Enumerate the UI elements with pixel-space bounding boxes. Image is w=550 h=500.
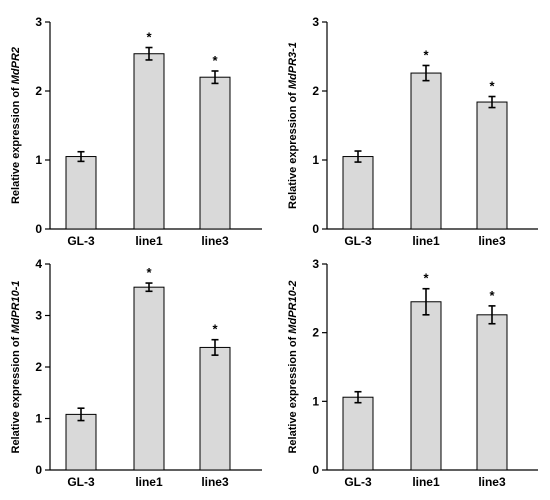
- y-tick-label: 0: [35, 222, 42, 236]
- significance-marker-line1: *: [423, 271, 429, 286]
- x-tick-label-line3: line3: [201, 475, 229, 489]
- y-tick-label: 2: [312, 326, 319, 340]
- y-axis-label: Relative expression of MdPR10-2: [287, 280, 299, 453]
- y-tick-label: 3: [312, 15, 319, 29]
- y-axis-label-prefix: Relative expression of: [10, 84, 22, 204]
- bar-line1: [410, 72, 442, 230]
- y-tick-label: 1: [35, 412, 42, 426]
- significance-marker-line3: *: [489, 79, 495, 94]
- chart-panel-3: 0 1 2 3 4 Relative expression of MdPR10-1 GL-3…: [10, 257, 262, 489]
- y-tick-label: 3: [35, 15, 42, 29]
- bar-line3: [476, 101, 508, 230]
- x-tick-label-line1: line1: [135, 234, 163, 248]
- bar-line1: [410, 301, 442, 471]
- y-tick-label: 0: [312, 222, 319, 236]
- bar-GL-3: [342, 396, 374, 471]
- y-tick-label: 3: [312, 257, 319, 271]
- y-axis-label-prefix: Relative expression of: [287, 334, 299, 454]
- chart-panel-1: 0 1 2 3 Relative expression of MdPR2 GL-3 * lin…: [10, 15, 262, 248]
- significance-marker-line1: *: [146, 265, 152, 280]
- y-axis-label-gene: MdPR2: [10, 47, 22, 84]
- x-tick-label-line3: line3: [201, 234, 229, 248]
- significance-marker-line1: *: [146, 30, 152, 45]
- y-axis-label: Relative expression of MdPR10-1: [10, 280, 22, 453]
- x-tick-label-GL-3: GL-3: [67, 475, 95, 489]
- x-tick-label-line1: line1: [412, 475, 440, 489]
- x-tick-label-GL-3: GL-3: [67, 234, 95, 248]
- y-axis-label-gene: MdPR10-2: [287, 280, 299, 333]
- bar-line3: [199, 76, 231, 230]
- bar-line3: [199, 346, 231, 471]
- x-tick-label-GL-3: GL-3: [344, 234, 372, 248]
- y-tick-label: 3: [35, 309, 42, 323]
- bar-line1: [133, 53, 165, 230]
- y-axis-label-prefix: Relative expression of: [10, 334, 22, 454]
- y-axis-label: Relative expression of MdPR2: [10, 47, 22, 204]
- y-tick-label: 0: [312, 463, 319, 477]
- x-tick-label-GL-3: GL-3: [344, 475, 372, 489]
- significance-marker-line3: *: [212, 322, 218, 337]
- x-tick-label-line1: line1: [135, 475, 163, 489]
- y-tick-label: 1: [312, 394, 319, 408]
- y-tick-label: 2: [35, 84, 42, 98]
- y-tick-label: 1: [35, 153, 42, 167]
- y-tick-label: 1: [312, 153, 319, 167]
- y-axis-label-gene: MdPR3-1: [287, 42, 299, 89]
- bar-line3: [476, 314, 508, 471]
- bar-GL-3: [65, 156, 97, 230]
- y-tick-label: 4: [35, 257, 42, 271]
- significance-marker-line3: *: [212, 53, 218, 68]
- bar-GL-3: [342, 156, 374, 230]
- bar-line1: [133, 286, 165, 471]
- y-tick-label: 2: [312, 84, 319, 98]
- chart-panel-4: 0 1 2 3 Relative expression of MdPR10-2 GL-3 *…: [287, 257, 538, 489]
- x-tick-label-line3: line3: [478, 475, 506, 489]
- significance-marker-line1: *: [423, 47, 429, 62]
- chart-panel-2: 0 1 2 3 Relative expression of MdPR3-1 GL-3 * l…: [287, 15, 538, 248]
- y-axis-label-gene: MdPR10-1: [10, 280, 22, 333]
- x-tick-label-line3: line3: [478, 234, 506, 248]
- x-tick-label-line1: line1: [412, 234, 440, 248]
- bar-GL-3: [65, 413, 97, 471]
- y-tick-label: 0: [35, 463, 42, 477]
- y-axis-label-prefix: Relative expression of: [287, 89, 299, 209]
- y-axis-label: Relative expression of MdPR3-1: [287, 42, 299, 209]
- y-tick-label: 2: [35, 360, 42, 374]
- significance-marker-line3: *: [489, 288, 495, 303]
